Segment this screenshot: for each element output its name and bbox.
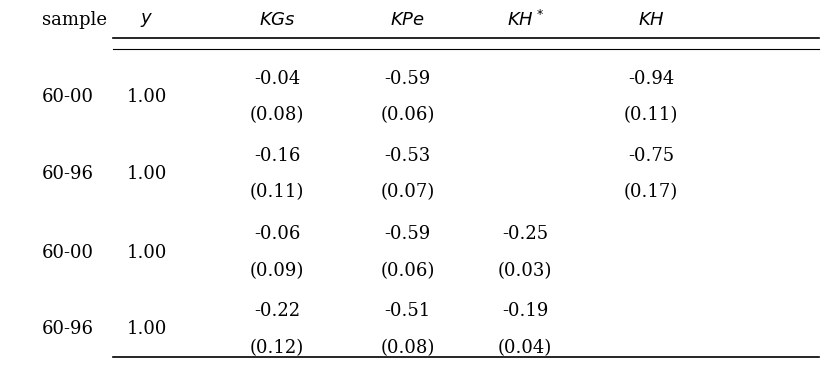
Text: 60-00: 60-00 xyxy=(42,88,94,106)
Text: -0.53: -0.53 xyxy=(384,146,431,165)
Text: -0.22: -0.22 xyxy=(255,302,300,320)
Text: -0.51: -0.51 xyxy=(384,302,431,320)
Text: 60-96: 60-96 xyxy=(42,320,94,339)
Text: (0.03): (0.03) xyxy=(498,262,552,280)
Text: (0.08): (0.08) xyxy=(250,106,304,124)
Text: -0.75: -0.75 xyxy=(628,146,674,165)
Text: -0.16: -0.16 xyxy=(254,146,301,165)
Text: -0.59: -0.59 xyxy=(384,225,431,243)
Text: (0.07): (0.07) xyxy=(381,183,434,201)
Text: (0.06): (0.06) xyxy=(381,262,434,280)
Text: sample: sample xyxy=(42,11,107,29)
Text: (0.04): (0.04) xyxy=(498,339,552,357)
Text: (0.06): (0.06) xyxy=(381,106,434,124)
Text: 1.00: 1.00 xyxy=(127,88,167,106)
Text: -0.19: -0.19 xyxy=(501,302,549,320)
Text: $y$: $y$ xyxy=(140,11,154,29)
Text: 1.00: 1.00 xyxy=(127,243,167,262)
Text: 60-96: 60-96 xyxy=(42,165,94,183)
Text: (0.08): (0.08) xyxy=(381,339,434,357)
Text: 1.00: 1.00 xyxy=(127,320,167,339)
Text: $KPe$: $KPe$ xyxy=(390,11,425,29)
Text: 1.00: 1.00 xyxy=(127,165,167,183)
Text: -0.06: -0.06 xyxy=(254,225,301,243)
Text: (0.11): (0.11) xyxy=(250,183,304,201)
Text: (0.11): (0.11) xyxy=(624,106,678,124)
Text: -0.04: -0.04 xyxy=(254,70,301,88)
Text: (0.17): (0.17) xyxy=(624,183,678,201)
Text: $KH$: $KH$ xyxy=(638,11,664,29)
Text: -0.94: -0.94 xyxy=(627,70,675,88)
Text: (0.09): (0.09) xyxy=(250,262,304,280)
Text: -0.25: -0.25 xyxy=(502,225,548,243)
Text: $KH^*$: $KH^*$ xyxy=(507,10,543,30)
Text: $KGs$: $KGs$ xyxy=(259,11,296,29)
Text: 60-00: 60-00 xyxy=(42,243,94,262)
Text: -0.59: -0.59 xyxy=(384,70,431,88)
Text: (0.12): (0.12) xyxy=(250,339,304,357)
